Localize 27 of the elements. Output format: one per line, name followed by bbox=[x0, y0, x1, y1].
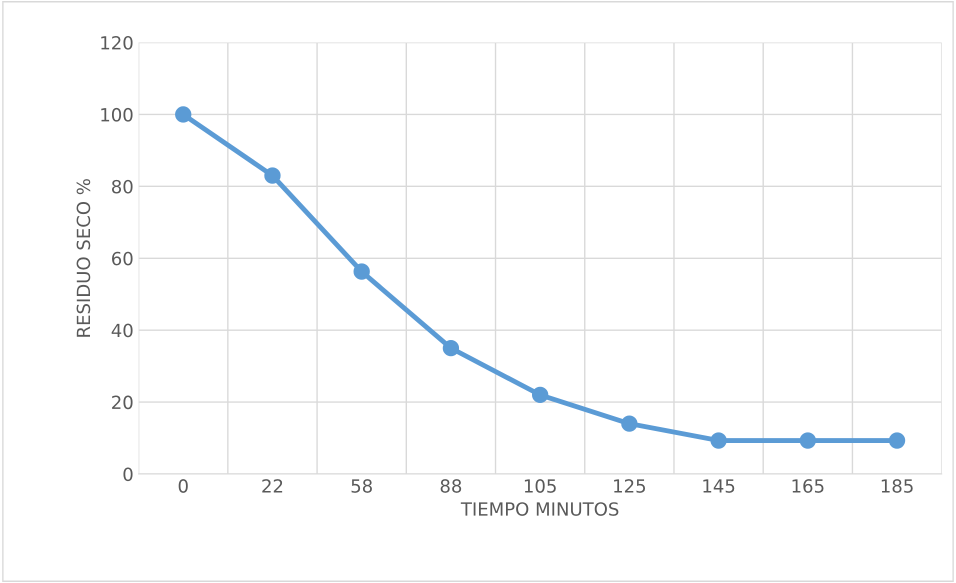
point bbox=[175, 106, 192, 123]
x-tick-label: 185 bbox=[882, 479, 913, 493]
x-tick-label: 125 bbox=[614, 479, 646, 493]
y-axis-title: RESIDUO SECO % bbox=[76, 179, 90, 337]
y-tick-label: 100 bbox=[101, 108, 133, 122]
x-tick-label: 165 bbox=[792, 479, 824, 493]
x-tick-label: 0 bbox=[178, 479, 188, 493]
x-tick-label: 105 bbox=[524, 479, 556, 493]
y-tick-label: 60 bbox=[112, 252, 133, 266]
point bbox=[710, 432, 727, 449]
point bbox=[264, 167, 281, 184]
point bbox=[532, 386, 548, 404]
y-tick-label: 0 bbox=[123, 467, 133, 482]
y-tick-label: 120 bbox=[101, 36, 133, 50]
y-tick-label: 20 bbox=[112, 396, 133, 410]
x-tick-label: 22 bbox=[262, 479, 282, 493]
point bbox=[354, 263, 370, 280]
point bbox=[888, 432, 906, 449]
y-tick-label: 40 bbox=[112, 324, 133, 338]
point bbox=[442, 340, 460, 356]
x-tick-label: 58 bbox=[352, 479, 372, 493]
point bbox=[800, 432, 816, 449]
x-tick-label: 88 bbox=[440, 479, 462, 493]
x-axis-title: TIEMPO MINUTOS bbox=[460, 502, 618, 516]
x-tick-label: 145 bbox=[703, 479, 734, 493]
point bbox=[621, 415, 638, 432]
y-tick-label: 80 bbox=[112, 180, 133, 194]
